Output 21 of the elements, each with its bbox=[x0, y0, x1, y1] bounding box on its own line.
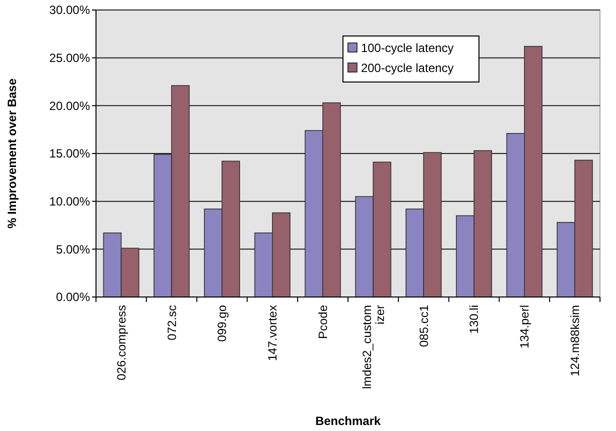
x-tick-label: lmdes2_customizer bbox=[360, 305, 387, 390]
x-tick-label: 099.go bbox=[215, 304, 230, 342]
y-axis-title: % Improvement over Base bbox=[5, 78, 19, 229]
x-axis-title: Benchmark bbox=[315, 414, 381, 428]
y-tick-label: 0.00% bbox=[56, 290, 90, 304]
x-tick-label: 085.cc1 bbox=[416, 304, 431, 348]
x-tick-label: 130.li bbox=[467, 305, 482, 334]
y-tick-label: 20.00% bbox=[49, 98, 90, 113]
y-tick-label: 10.00% bbox=[49, 194, 90, 209]
x-tick-label: 147.vortex bbox=[266, 305, 280, 362]
x-tick-label: 124.m88ksim bbox=[568, 305, 582, 376]
legend-label: 100-cycle latency bbox=[360, 41, 454, 56]
y-tick-label: 25.00% bbox=[49, 51, 90, 66]
x-tick-label: Pcode bbox=[316, 304, 330, 340]
y-tick-label: 30.00% bbox=[49, 3, 90, 18]
y-tick-label: 15.00% bbox=[49, 146, 90, 161]
x-tick-label: 072.sc bbox=[164, 305, 179, 340]
legend-label: 200-cycle latency bbox=[360, 61, 454, 76]
x-tick-label: 134.perl bbox=[518, 305, 532, 348]
x-tick-label: 026.compress bbox=[114, 305, 128, 380]
y-tick-label: 5.00% bbox=[56, 242, 90, 256]
